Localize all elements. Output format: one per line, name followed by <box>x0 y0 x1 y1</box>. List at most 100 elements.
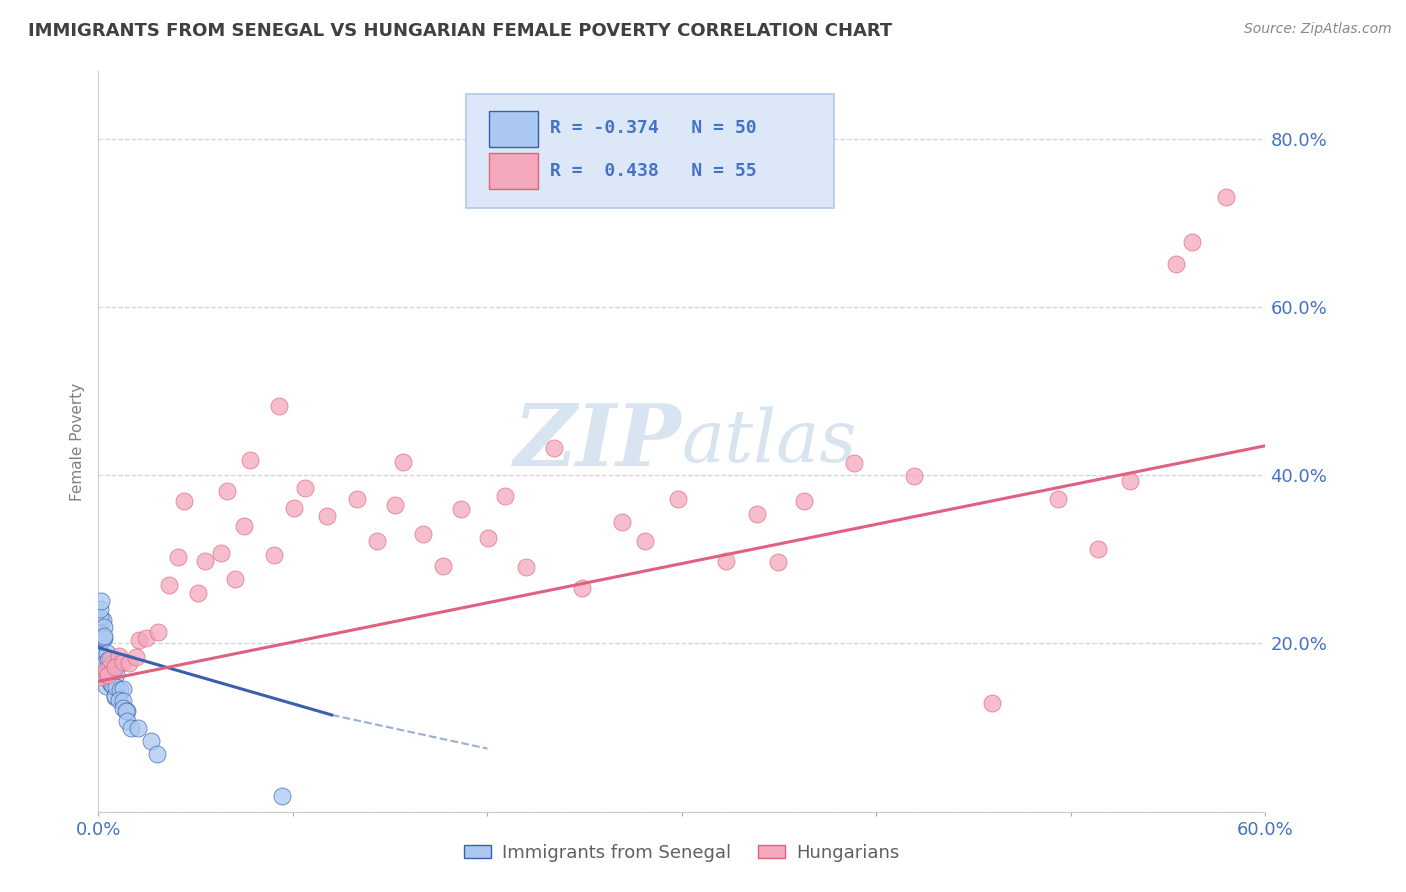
Point <box>112 701 135 715</box>
Point <box>745 507 768 521</box>
Point <box>1087 542 1109 557</box>
Point <box>294 481 316 495</box>
Point <box>1119 474 1142 488</box>
Point <box>94 664 117 678</box>
Point <box>543 441 565 455</box>
Point <box>571 581 593 595</box>
Text: ZIP: ZIP <box>515 400 682 483</box>
Point <box>1215 190 1237 204</box>
Point <box>980 696 1002 710</box>
Point <box>793 493 815 508</box>
Point <box>366 533 388 548</box>
Point <box>135 632 157 646</box>
Point <box>224 572 246 586</box>
Point <box>634 533 657 548</box>
Point <box>93 620 115 634</box>
Point <box>432 559 454 574</box>
Point <box>91 613 114 627</box>
Point <box>96 646 118 660</box>
Point <box>89 646 111 660</box>
Point <box>115 704 138 718</box>
Point <box>96 667 118 681</box>
Point <box>120 721 142 735</box>
Point <box>108 693 131 707</box>
Point <box>166 549 188 564</box>
Point <box>283 501 305 516</box>
Point <box>125 649 148 664</box>
Point <box>146 747 169 761</box>
Point <box>108 682 131 697</box>
Point <box>1181 235 1204 249</box>
Point <box>107 648 129 663</box>
Point <box>112 655 135 669</box>
Point <box>90 593 112 607</box>
Point <box>115 714 138 729</box>
Point <box>515 560 537 574</box>
Point <box>217 483 239 498</box>
Point <box>118 656 141 670</box>
Point <box>903 469 925 483</box>
Point <box>1164 257 1187 271</box>
Point <box>239 452 262 467</box>
Point <box>94 657 117 672</box>
Point <box>93 665 115 680</box>
Point <box>477 531 499 545</box>
Point <box>157 578 180 592</box>
Point <box>93 631 115 645</box>
Point <box>98 652 121 666</box>
Point <box>112 693 135 707</box>
Point <box>104 667 127 681</box>
Point <box>111 681 134 696</box>
Point <box>90 646 112 660</box>
Legend: Immigrants from Senegal, Hungarians: Immigrants from Senegal, Hungarians <box>457 837 907 870</box>
Point <box>115 704 138 718</box>
Point <box>89 658 111 673</box>
Point <box>209 546 232 560</box>
Point <box>127 722 149 736</box>
Point <box>128 632 150 647</box>
Point <box>101 679 124 693</box>
Point <box>100 657 122 671</box>
Point <box>100 676 122 690</box>
FancyBboxPatch shape <box>465 94 834 209</box>
Point <box>412 526 434 541</box>
Point <box>384 499 406 513</box>
Point <box>91 632 114 647</box>
Point <box>610 515 633 529</box>
Point <box>316 509 339 524</box>
Point <box>104 660 127 674</box>
Point <box>104 689 127 703</box>
Point <box>91 662 114 676</box>
Y-axis label: Female Poverty: Female Poverty <box>69 383 84 500</box>
Point <box>173 493 195 508</box>
Point <box>842 455 865 469</box>
Point <box>194 554 217 568</box>
Point <box>146 625 169 640</box>
Point <box>93 657 115 672</box>
Point <box>104 690 127 704</box>
Point <box>666 491 689 506</box>
Point <box>391 455 413 469</box>
Point <box>98 660 121 674</box>
Text: IMMIGRANTS FROM SENEGAL VS HUNGARIAN FEMALE POVERTY CORRELATION CHART: IMMIGRANTS FROM SENEGAL VS HUNGARIAN FEM… <box>28 22 893 40</box>
Point <box>450 502 472 516</box>
Text: atlas: atlas <box>682 406 858 477</box>
Point <box>89 626 111 640</box>
Point <box>271 789 294 804</box>
Point <box>494 489 516 503</box>
Text: R =  0.438   N = 55: R = 0.438 N = 55 <box>550 162 756 180</box>
FancyBboxPatch shape <box>489 153 538 189</box>
Point <box>766 555 789 569</box>
Point <box>89 610 111 624</box>
Point <box>100 677 122 691</box>
Point <box>96 668 118 682</box>
Point <box>91 648 114 662</box>
Point <box>267 399 290 413</box>
Point <box>139 734 162 748</box>
Point <box>97 657 120 671</box>
Point <box>233 519 256 533</box>
Point <box>91 659 114 673</box>
Point <box>89 602 111 616</box>
Point <box>346 491 368 506</box>
Point <box>103 662 125 676</box>
